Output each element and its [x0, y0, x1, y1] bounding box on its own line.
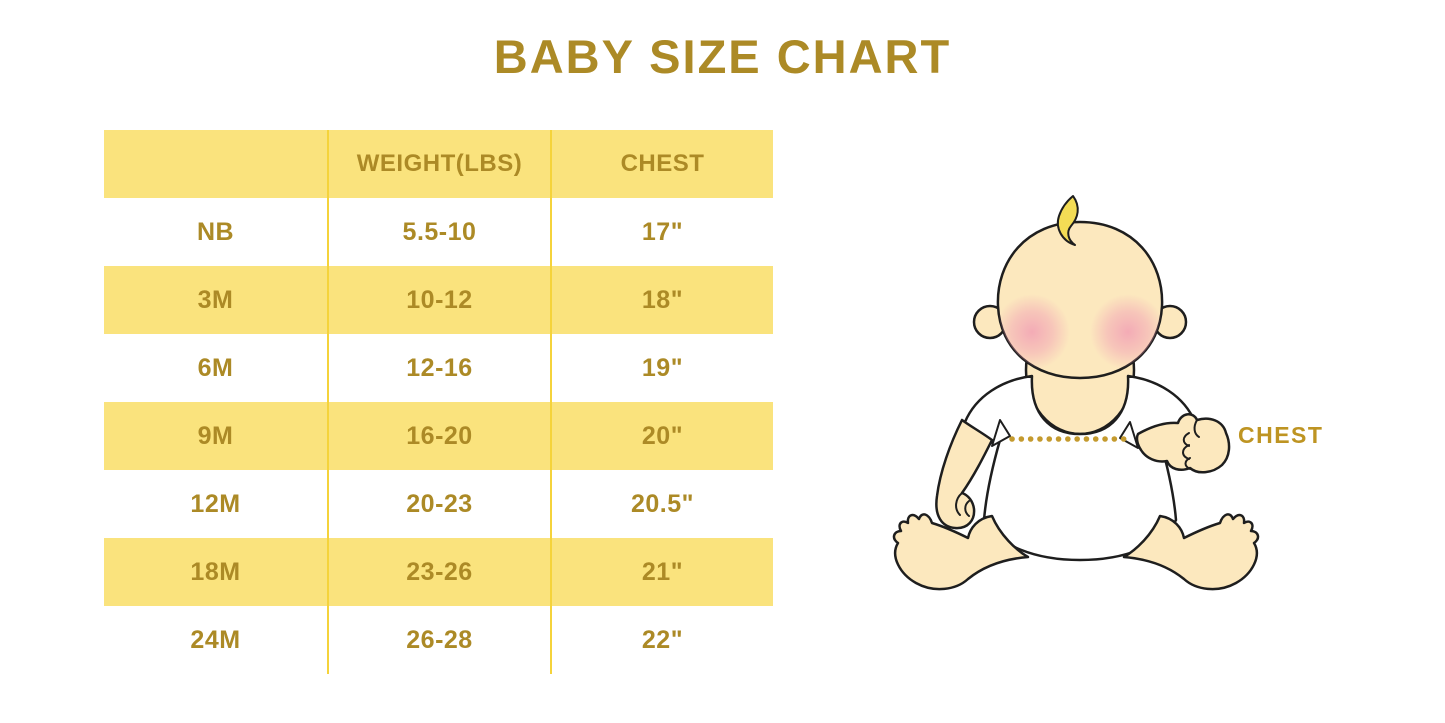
size-cell: 6M: [197, 353, 234, 382]
weight-cell: 23-26: [327, 538, 550, 606]
chest-cell: 21": [550, 538, 773, 606]
weight-cell: 16-20: [327, 402, 550, 470]
size-cell: 24M: [190, 625, 241, 654]
weight-cell: 5.5-10: [327, 198, 550, 266]
baby-left-arm: [935, 418, 994, 530]
size-cell: 9M: [197, 421, 234, 450]
baby-right-arm-fist: [1135, 413, 1231, 474]
header-cell-weight: WEIGHT(LBS): [327, 130, 550, 198]
weight-cell: 12-16: [327, 334, 550, 402]
baby-left-cheek: [997, 294, 1070, 370]
baby-finger-lines: [955, 419, 1200, 517]
table-row: 12M 20-23 20.5": [104, 470, 773, 538]
baby-right-sleeve-notch: [1119, 421, 1139, 449]
page-title: BABY SIZE CHART: [493, 30, 952, 83]
chest-cell: 17": [550, 198, 773, 266]
table-row: 24M 26-28 22": [104, 606, 773, 674]
weight-cell: 10-12: [327, 266, 550, 334]
size-cell: 3M: [197, 285, 234, 314]
table-row: 18M 23-26 21": [104, 538, 773, 606]
chest-cell: 22": [550, 606, 773, 674]
weight-cell: 26-28: [327, 606, 550, 674]
baby-left-sleeve-notch: [991, 419, 1011, 447]
size-table: WEIGHT(LBS) CHEST NB 5.5-10 17" 3M 10-12…: [104, 130, 773, 674]
chest-measure-label: CHEST: [1238, 422, 1324, 448]
header-cell-size: [104, 130, 327, 198]
chest-cell: 20.5": [550, 470, 773, 538]
size-cell: NB: [196, 217, 235, 246]
header-cell-chest: CHEST: [550, 130, 773, 198]
chest-cell: 18": [550, 266, 773, 334]
size-cell: 18M: [190, 557, 241, 586]
table-row: NB 5.5-10 17": [104, 198, 773, 266]
baby-left-leg: [892, 513, 1030, 591]
chest-cell: 19": [550, 334, 773, 402]
table-row: 3M 10-12 18": [104, 266, 773, 334]
chest-cell: 20": [550, 402, 773, 470]
table-row: 6M 12-16 19": [104, 334, 773, 402]
baby-right-leg: [1122, 513, 1260, 591]
baby-hair-curl-icon: [1056, 195, 1079, 246]
weight-cell: 20-23: [327, 470, 550, 538]
baby-right-cheek: [1090, 294, 1163, 370]
size-cell: 12M: [190, 489, 241, 518]
table-header-row: WEIGHT(LBS) CHEST: [104, 130, 773, 198]
table-row: 9M 16-20 20": [104, 402, 773, 470]
baby-illustration: [892, 195, 1260, 591]
